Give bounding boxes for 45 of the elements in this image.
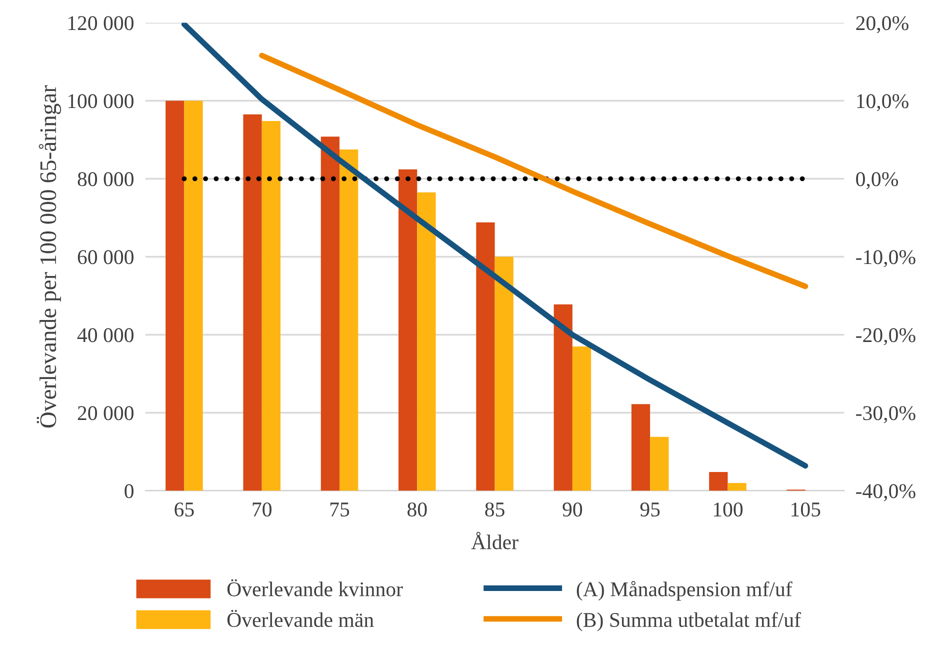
x-tick-label: 85 bbox=[485, 502, 504, 517]
bar bbox=[340, 150, 358, 491]
bar bbox=[262, 121, 280, 491]
y2-tick-label: -10,0% bbox=[856, 250, 916, 268]
x-tick-label: 100 bbox=[714, 502, 743, 517]
y2-tick-label: 10,0% bbox=[857, 94, 908, 112]
y2-tick-label: 0,0% bbox=[856, 172, 898, 190]
bar bbox=[572, 346, 592, 491]
y-tick-label: 120 000 bbox=[68, 16, 134, 30]
y2-tick-label: -20,0% bbox=[856, 328, 916, 346]
y-tick-label: 80 000 bbox=[78, 172, 134, 186]
bar bbox=[631, 404, 650, 491]
x-tick-label: 90 bbox=[562, 502, 582, 517]
y-tick-label: 0 bbox=[124, 484, 134, 498]
bar bbox=[243, 114, 262, 491]
y-tick-label: 20 000 bbox=[78, 406, 134, 420]
y-tick-label: 100 000 bbox=[68, 94, 134, 108]
bar bbox=[417, 192, 436, 491]
y-axis-title: Överlevande per 100 000 65-åringar bbox=[36, 85, 62, 428]
x-axis-title: Ålder bbox=[471, 532, 518, 550]
x-tick-label: 75 bbox=[330, 502, 350, 517]
bar bbox=[398, 169, 418, 491]
bar bbox=[554, 304, 572, 491]
bar bbox=[166, 100, 184, 491]
bar bbox=[728, 482, 746, 491]
y-tick-label: 40 000 bbox=[77, 328, 134, 342]
bar bbox=[476, 222, 495, 491]
x-tick-label: 70 bbox=[252, 502, 272, 517]
x-tick-label: 105 bbox=[792, 502, 820, 517]
bar bbox=[184, 100, 203, 491]
legend-label: Överlevande kvinnor bbox=[227, 579, 403, 596]
bar bbox=[709, 472, 728, 491]
legend-label: (A) Månadspension mf/uf bbox=[576, 581, 792, 601]
x-tick-label: 95 bbox=[640, 502, 660, 517]
bar bbox=[320, 136, 340, 491]
bar bbox=[650, 436, 669, 491]
bar bbox=[494, 256, 514, 491]
y2-tick-label: 20,0% bbox=[856, 16, 908, 34]
y2-tick-label: -40,0% bbox=[856, 484, 916, 502]
y-tick-label: 60 000 bbox=[78, 250, 134, 264]
x-tick-label: 80 bbox=[408, 502, 427, 517]
y2-tick-label: -30,0% bbox=[856, 406, 916, 424]
legend-label: (B) Summa utbetalat mf/uf bbox=[576, 612, 802, 632]
x-tick-label: 65 bbox=[174, 502, 194, 517]
legend-label: Överlevande män bbox=[227, 610, 374, 628]
